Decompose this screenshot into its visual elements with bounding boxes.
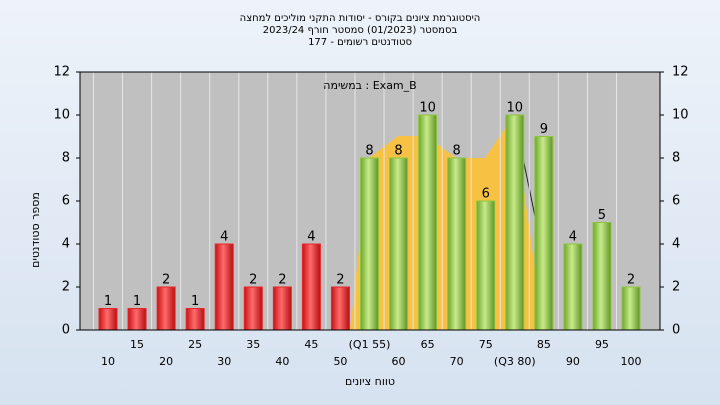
y-tick-label: 6 — [62, 194, 70, 209]
y-tick-label: 0 — [672, 323, 680, 338]
x-tick-label: 45 — [304, 338, 318, 351]
data-label: 8 — [453, 144, 461, 159]
data-label: 5 — [598, 208, 606, 223]
y-tick-label: 2 — [62, 280, 70, 295]
bar — [476, 200, 496, 331]
x-tick-label: (Q3 80) — [494, 355, 536, 368]
bar — [505, 114, 525, 331]
data-label: 2 — [249, 273, 257, 288]
data-label: 4 — [307, 230, 315, 245]
y-tick-label: 10 — [53, 108, 70, 123]
bar — [360, 157, 379, 331]
data-label: 2 — [627, 273, 635, 288]
bar — [243, 286, 263, 331]
bar — [534, 136, 554, 331]
data-label: 10 — [419, 101, 436, 116]
data-label: 6 — [482, 187, 490, 202]
bar — [592, 222, 612, 331]
bar — [214, 243, 234, 331]
x-tick-label: 35 — [246, 338, 260, 351]
data-label: 8 — [365, 144, 373, 159]
data-label: 1 — [133, 294, 141, 309]
bar — [447, 157, 467, 331]
x-tick-label: 40 — [275, 355, 289, 368]
y-tick-label: 4 — [672, 237, 680, 252]
bar — [301, 243, 321, 331]
bar — [272, 286, 292, 331]
x-tick-label: 75 — [479, 338, 493, 351]
x-tick-label: 85 — [537, 338, 551, 351]
bar — [98, 308, 118, 331]
data-label: 9 — [540, 122, 548, 137]
bar — [156, 286, 176, 331]
bar — [185, 308, 205, 331]
chart-subtitle: בסמסטר (01/2023) סמסטר חורף 2023/24 — [263, 25, 458, 36]
y-tick-label: 10 — [672, 108, 689, 123]
x-tick-label: 10 — [101, 355, 115, 368]
y-tick-label: 12 — [672, 65, 689, 80]
data-label: 10 — [507, 101, 524, 116]
data-label: 4 — [569, 230, 577, 245]
data-label: 1 — [191, 294, 199, 309]
data-label: 2 — [162, 273, 170, 288]
y-tick-label: 2 — [672, 280, 680, 295]
bar — [563, 243, 583, 331]
y-tick-label: 12 — [53, 65, 70, 80]
x-tick-label: 20 — [159, 355, 173, 368]
chart-subtitle: סטודנטים רשומים - 177 — [308, 37, 412, 48]
plot-frame — [79, 71, 661, 331]
x-tick-label: 25 — [188, 338, 202, 351]
x-tick-label: 70 — [450, 355, 464, 368]
data-label: 1 — [104, 294, 112, 309]
x-tick-label: 95 — [595, 338, 609, 351]
annotation: במשימה : Exam_B — [323, 79, 416, 92]
data-label: 8 — [394, 144, 402, 159]
y-tick-label: 0 — [62, 323, 70, 338]
y-tick-label: 4 — [62, 237, 70, 252]
bar — [330, 286, 350, 331]
y-tick-label: 8 — [62, 151, 70, 166]
x-tick-label: 65 — [421, 338, 435, 351]
chart-title: היסטוגרמת ציונים בקורס - יסודות התקני מו… — [240, 13, 481, 24]
x-tick-label: 30 — [217, 355, 231, 368]
x-tick-label: 60 — [392, 355, 406, 368]
x-tick-label: 50 — [333, 355, 347, 368]
data-label: 4 — [220, 230, 228, 245]
y-tick-label: 8 — [672, 151, 680, 166]
bar — [389, 157, 409, 331]
x-tick-label: (Q1 55) — [349, 338, 391, 351]
x-tick-label: 100 — [621, 355, 642, 368]
data-label: 2 — [278, 273, 286, 288]
x-axis-label: טווח ציונים — [345, 375, 395, 388]
bar — [621, 286, 641, 331]
x-tick-label: 90 — [566, 355, 580, 368]
y-tick-label: 6 — [672, 194, 680, 209]
bar — [127, 308, 147, 331]
data-label: 2 — [336, 273, 344, 288]
bar — [418, 114, 438, 331]
x-tick-label: 15 — [130, 338, 144, 351]
y-axis-label: מספר סטודנטים — [29, 192, 42, 268]
